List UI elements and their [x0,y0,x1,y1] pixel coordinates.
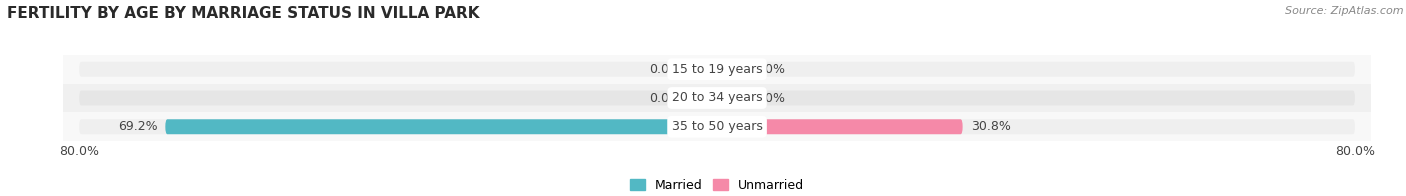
FancyBboxPatch shape [717,119,963,134]
Bar [63,84,1371,112]
Bar [63,112,1371,141]
Text: FERTILITY BY AGE BY MARRIAGE STATUS IN VILLA PARK: FERTILITY BY AGE BY MARRIAGE STATUS IN V… [7,6,479,21]
Text: Source: ZipAtlas.com: Source: ZipAtlas.com [1285,6,1403,16]
FancyBboxPatch shape [689,91,717,105]
Text: 20 to 34 years: 20 to 34 years [672,92,762,104]
Text: 35 to 50 years: 35 to 50 years [672,120,762,133]
Text: 0.0%: 0.0% [650,63,681,76]
Text: 0.0%: 0.0% [650,92,681,104]
FancyBboxPatch shape [689,62,717,77]
FancyBboxPatch shape [717,91,745,105]
FancyBboxPatch shape [166,119,717,134]
FancyBboxPatch shape [79,62,1355,77]
Text: 69.2%: 69.2% [118,120,157,133]
FancyBboxPatch shape [717,62,745,77]
FancyBboxPatch shape [79,91,1355,105]
Text: 0.0%: 0.0% [754,63,785,76]
FancyBboxPatch shape [79,119,1355,134]
Text: 0.0%: 0.0% [754,92,785,104]
Bar [63,55,1371,84]
Text: 15 to 19 years: 15 to 19 years [672,63,762,76]
Text: 30.8%: 30.8% [970,120,1011,133]
Legend: Married, Unmarried: Married, Unmarried [626,174,808,196]
